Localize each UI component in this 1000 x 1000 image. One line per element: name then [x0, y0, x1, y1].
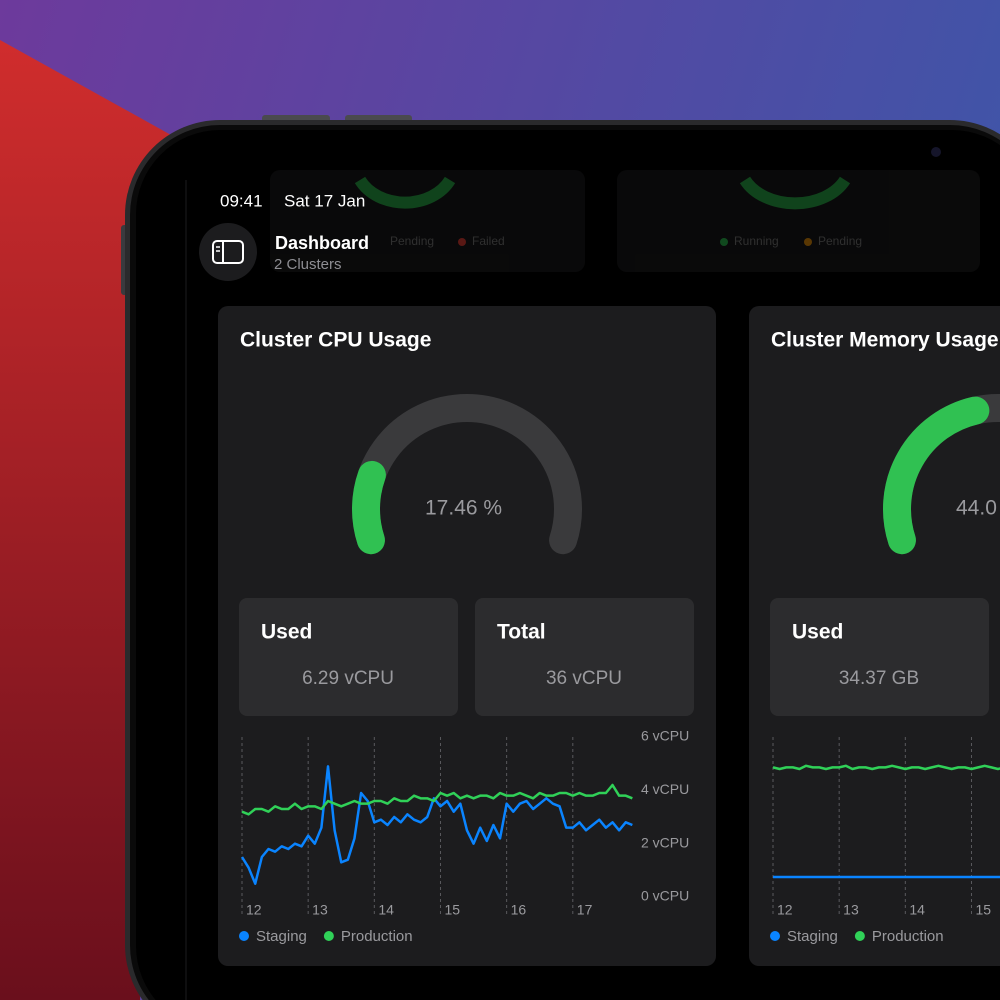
legend-dot [239, 931, 249, 941]
stat-box [770, 598, 989, 716]
background-legend-dot [804, 238, 812, 246]
screen: Pending Failed Running Pending 09:41 Sat… [136, 130, 1000, 1000]
stat-box [475, 598, 694, 716]
background-card [270, 170, 585, 272]
background-legend: Pending [818, 234, 862, 248]
card [218, 306, 716, 966]
stat-label: Used [261, 621, 312, 644]
stat-box [239, 598, 458, 716]
y-tick-label: 6 vCPU [641, 728, 689, 744]
sidebar-toggle[interactable] [199, 223, 257, 281]
legend-dot [854, 931, 865, 941]
background-card [617, 170, 980, 272]
stat-value: 6.29 vCPU [302, 668, 394, 689]
y-tick-label: 0 vCPU [641, 888, 689, 904]
status-date: Sat 17 Jan [284, 191, 365, 210]
x-tick-label: 15 [444, 902, 460, 918]
card-title: Cluster Memory Usage [771, 329, 999, 352]
background-legend: Failed [472, 234, 505, 248]
legend-label: Production [872, 928, 944, 945]
stat-label: Total [497, 621, 546, 644]
background-legend-dot [720, 238, 728, 246]
stat-value: 36 vCPU [546, 668, 622, 689]
background-gauge [739, 176, 851, 210]
background-legend-dot [458, 238, 466, 246]
x-tick-label: 14 [909, 902, 925, 918]
y-tick-label: 4 vCPU [641, 781, 689, 797]
card [749, 306, 1000, 966]
legend-label: Staging [256, 928, 307, 945]
legend-dot [770, 931, 780, 941]
background-cards: Pending Failed Running Pending [270, 170, 980, 272]
x-tick-label: 14 [378, 902, 394, 918]
sidebar-icon [212, 240, 244, 264]
camera [931, 147, 941, 157]
header-title: Dashboard [275, 233, 369, 253]
background-gauge [354, 176, 456, 209]
x-tick-label: 17 [577, 902, 593, 918]
x-tick-label: 12 [777, 902, 793, 918]
cards: Cluster CPU Usage 17.46 % Used 6.29 vCPU Tot… [218, 306, 1000, 966]
x-tick-label: 16 [511, 902, 527, 918]
x-tick-label: 13 [843, 902, 859, 918]
x-tick-label: 13 [312, 902, 328, 918]
series-line [241, 783, 633, 816]
gauge-label: 17.46 % [425, 497, 502, 520]
y-tick-label: 2 vCPU [641, 834, 689, 850]
stat-value: 34.37 GB [839, 668, 919, 689]
series-line [240, 765, 633, 885]
stat-label: Used [792, 621, 843, 644]
legend-dot [323, 931, 334, 941]
background-legend: Running [734, 234, 779, 248]
gauge-value [352, 460, 386, 555]
legend-label: Production [341, 928, 413, 945]
x-tick-label: 15 [975, 902, 991, 918]
status-time: 09:41 [220, 191, 263, 210]
x-tick-label: 12 [246, 902, 262, 918]
gauge-label: 44.0 [956, 497, 997, 520]
legend-label: Staging [787, 928, 838, 945]
background-legend: Pending [390, 234, 434, 248]
card-title: Cluster CPU Usage [240, 329, 431, 352]
gauge-value [883, 396, 990, 555]
header-subtitle: 2 Clusters [274, 256, 342, 273]
series-line [772, 764, 1000, 771]
